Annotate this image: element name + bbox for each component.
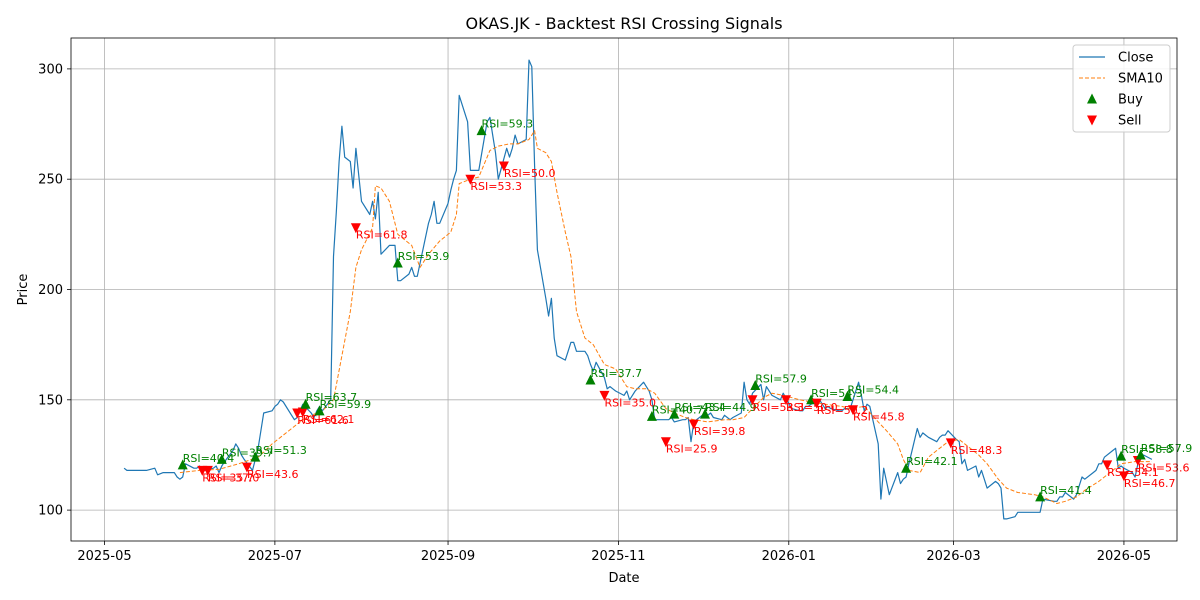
buy-signal-marker bbox=[585, 374, 596, 385]
legend-label-sell: Sell bbox=[1118, 114, 1141, 129]
sell-signal-marker bbox=[202, 465, 213, 476]
sell-signal-marker bbox=[811, 398, 822, 409]
buy-signal-label: RSI=59.9 bbox=[320, 398, 372, 411]
buy-signal-label: RSI=58.8 bbox=[1121, 443, 1173, 456]
x-axis-title: Date bbox=[608, 571, 639, 586]
legend-label-sma: SMA10 bbox=[1118, 72, 1163, 87]
axes: 2025-05 2025-07 2025-09 2025-11 2026-01 2026-… bbox=[38, 37, 1178, 564]
sell-signal-label: RSI=35.0 bbox=[604, 396, 656, 409]
buy-signal-marker bbox=[250, 451, 261, 462]
buy-signal-label: RSI=39.7 bbox=[222, 446, 274, 459]
x-tick-label: 2026-05 bbox=[1097, 549, 1151, 564]
buy-signal-label: RSI=53.9 bbox=[398, 250, 450, 263]
sell-signal-marker bbox=[660, 437, 671, 448]
buy-signal-marker bbox=[1135, 449, 1146, 460]
buy-signal-marker bbox=[842, 390, 853, 401]
y-tick-label: 250 bbox=[38, 173, 63, 188]
sell-signal-marker bbox=[498, 161, 509, 172]
sell-signal-marker bbox=[465, 174, 476, 185]
buy-signal-label: RSI=43.4 bbox=[674, 401, 726, 414]
buy-signal-marker bbox=[750, 379, 761, 390]
sell-signal-label: RSI=53.3 bbox=[752, 401, 804, 414]
sell-signal-marker bbox=[241, 462, 252, 473]
sma10-line bbox=[179, 130, 1152, 504]
buy-signal-marker bbox=[300, 398, 311, 409]
sell-signal-label: RSI=35.7 bbox=[202, 471, 254, 484]
sell-signal-label: RSI=61.8 bbox=[356, 229, 408, 242]
sell-signal-label: RSI=53.6 bbox=[1138, 461, 1190, 474]
sell-signal-marker bbox=[599, 390, 610, 401]
legend-box bbox=[1072, 44, 1171, 133]
buy-signal-label: RSI=59.3 bbox=[482, 118, 534, 131]
buy-signal-marker bbox=[1035, 491, 1046, 502]
y-tick-label: 300 bbox=[38, 62, 63, 77]
chart-title: OKAS.JK - Backtest RSI Crossing Signals bbox=[465, 14, 782, 33]
buy-signal-marker bbox=[177, 459, 188, 470]
plot-frame bbox=[70, 37, 1178, 542]
x-tick-label: 2025-05 bbox=[77, 549, 131, 564]
buy-signal-marker bbox=[216, 453, 227, 464]
buy-signal-marker bbox=[476, 125, 487, 136]
signal-markers: RSI=40.4RSI=35.7RSI=37.0RSI=39.7RSI=43.6… bbox=[177, 118, 1193, 502]
sell-signal-marker bbox=[688, 419, 699, 430]
sell-signal-label: RSI=48.3 bbox=[951, 444, 1003, 457]
sell-signal-label: RSI=45.8 bbox=[853, 411, 905, 424]
buy-signal-label: RSI=37.7 bbox=[590, 367, 642, 380]
x-tick-label: 2025-09 bbox=[421, 549, 475, 564]
legend: Close SMA10 Buy Sell bbox=[1072, 44, 1171, 133]
legend-label-buy: Buy bbox=[1118, 93, 1143, 108]
y-tick-label: 150 bbox=[38, 393, 63, 408]
sell-signal-label: RSI=25.9 bbox=[666, 443, 718, 456]
buy-signal-label: RSI=57.9 bbox=[755, 372, 807, 385]
sell-signal-label: RSI=46.7 bbox=[1124, 477, 1176, 490]
sell-signal-label: RSI=43.6 bbox=[247, 468, 299, 481]
sell-signal-label: RSI=62.1 bbox=[303, 413, 355, 426]
y-tick-label: 100 bbox=[38, 504, 63, 519]
sell-signal-label: RSI=39.8 bbox=[694, 425, 746, 438]
sell-signal-marker bbox=[780, 395, 791, 406]
x-tick-label: 2025-11 bbox=[591, 549, 645, 564]
buy-signal-marker bbox=[314, 405, 325, 416]
buy-signal-marker bbox=[1116, 450, 1127, 461]
buy-signal-label: RSI=51.3 bbox=[255, 444, 307, 457]
buy-signal-marker bbox=[392, 257, 403, 268]
buy-signal-label: RSI=44.9 bbox=[705, 401, 757, 414]
buy-signal-label: RSI=63.7 bbox=[306, 391, 358, 404]
sell-signal-marker bbox=[848, 405, 859, 416]
sell-signal-label: RSI=50.0 bbox=[786, 401, 838, 414]
sell-signal-marker bbox=[350, 223, 361, 234]
buy-signal-label: RSI=41.4 bbox=[1040, 484, 1092, 497]
buy-signal-marker bbox=[901, 462, 912, 473]
legend-label-close: Close bbox=[1118, 51, 1153, 66]
sell-signal-label: RSI=54.1 bbox=[1107, 466, 1159, 479]
sell-signal-label: RSI=61.6 bbox=[297, 414, 349, 427]
buy-signal-label: RSI=42.1 bbox=[906, 455, 958, 468]
grid-lines bbox=[71, 38, 1177, 541]
buy-signal-marker bbox=[699, 408, 710, 419]
legend-buy-marker bbox=[1087, 93, 1097, 104]
sell-signal-marker bbox=[747, 395, 758, 406]
x-tick-label: 2026-01 bbox=[762, 549, 816, 564]
sell-signal-marker bbox=[1118, 471, 1129, 482]
sell-signal-marker bbox=[297, 407, 308, 418]
y-axis-title: Price bbox=[16, 274, 31, 306]
buy-signal-marker bbox=[646, 410, 657, 421]
x-tick-label: 2025-07 bbox=[248, 549, 302, 564]
buy-signal-label: RSI=54.4 bbox=[847, 383, 899, 396]
sell-signal-label: RSI=37.0 bbox=[208, 471, 260, 484]
buy-signal-label: RSI=40.7 bbox=[652, 403, 704, 416]
legend-sell-marker bbox=[1087, 115, 1097, 126]
y-tick-label: 200 bbox=[38, 283, 63, 298]
sell-signal-label: RSI=53.3 bbox=[470, 180, 522, 193]
x-tick-label: 2026-03 bbox=[926, 549, 980, 564]
buy-signal-marker bbox=[669, 408, 680, 419]
sell-signal-label: RSI=50.0 bbox=[504, 167, 556, 180]
sell-signal-marker bbox=[1102, 460, 1113, 471]
sell-signal-marker bbox=[945, 438, 956, 449]
buy-signal-label: RSI=57.9 bbox=[1141, 442, 1193, 455]
